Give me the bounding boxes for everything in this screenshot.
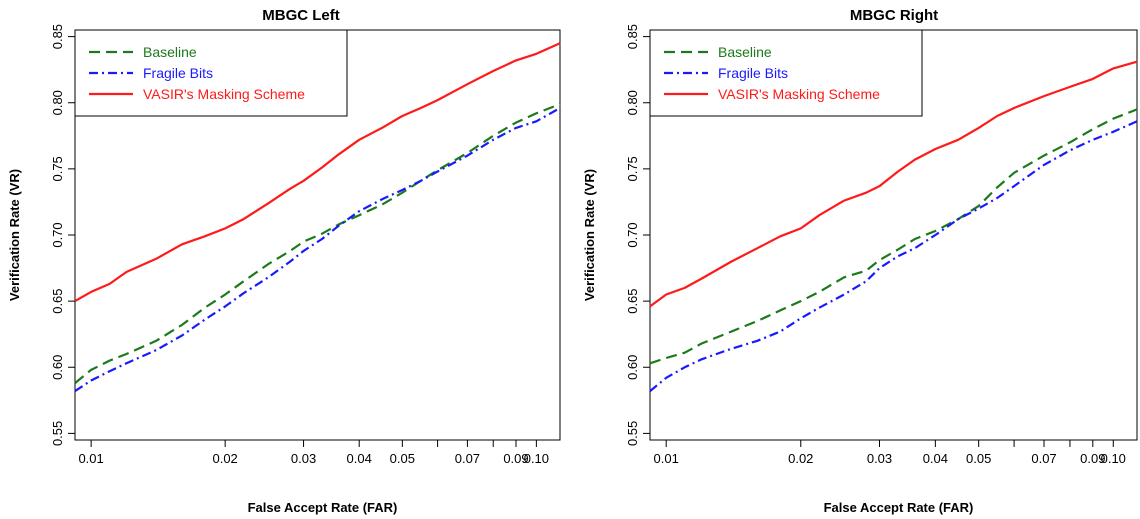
y-tick-label: 0.85 [625,24,640,49]
legend-label-vasir-s-masking-scheme: VASIR's Masking Scheme [718,86,880,102]
x-axis-label: False Accept Rate (FAR) [248,500,398,515]
x-tick-label: 0.09 [1080,451,1105,466]
x-tick-label: 0.07 [1031,451,1056,466]
legend-label-fragile-bits: Fragile Bits [718,65,788,81]
x-tick-label: 0.02 [788,451,813,466]
x-tick-label: 0.04 [347,451,372,466]
x-tick-label: 0.05 [966,451,991,466]
x-tick-label: 0.09 [503,451,528,466]
y-tick-label: 0.85 [50,24,65,49]
y-tick-label: 0.65 [625,288,640,313]
x-tick-label: 0.02 [212,451,237,466]
y-axis-label: Verification Rate (VR) [582,169,597,301]
x-tick-label: 0.03 [291,451,316,466]
x-tick-label: 0.05 [390,451,415,466]
legend: Baseline Fragile Bits VASIR's Masking Sche… [649,29,923,117]
legend: Baseline Fragile Bits VASIR's Masking Sche… [74,29,348,117]
y-tick-label: 0.75 [625,156,640,181]
series-line-fragile-bits [649,120,1138,392]
y-tick-label: 0.55 [50,421,65,446]
x-axis-label: False Accept Rate (FAR) [824,500,974,515]
legend-box [649,29,923,117]
y-tick-label: 0.60 [50,355,65,380]
x-tick-label: 0.10 [1101,451,1126,466]
chart-panel-mbgc-right: MBGC Right 0.55 0.60 0.65 0.70 0.75 0.80 0.85 0.… [582,7,1138,515]
x-tick-label: 0.07 [455,451,480,466]
x-tick-label: 0.04 [923,451,948,466]
y-tick-label: 0.70 [625,222,640,247]
legend-label-fragile-bits: Fragile Bits [143,65,213,81]
x-tick-label: 0.01 [654,451,679,466]
chart-panel-mbgc-left: MBGC Left 0.55 0.60 0.65 0.70 0.75 0.80 0.85 0.0… [7,7,561,515]
chart-title: MBGC Left [262,7,340,24]
y-tick-label: 0.80 [625,90,640,115]
y-tick-label: 0.75 [50,156,65,181]
x-tick-label: 0.03 [867,451,892,466]
series-line-fragile-bits [74,107,561,393]
chart-title: MBGC Right [850,7,938,24]
series-line-vasir-s-masking-scheme [649,60,1138,308]
legend-label-baseline: Baseline [143,44,197,60]
legend-label-baseline: Baseline [718,44,772,60]
x-tick-label: 0.10 [524,451,549,466]
y-tick-label: 0.70 [50,222,65,247]
x-tick-label: 0.01 [78,451,103,466]
legend-label-vasir-s-masking-scheme: VASIR's Masking Scheme [143,86,305,102]
y-tick-label: 0.55 [625,421,640,446]
legend-box [74,29,348,117]
y-tick-label: 0.65 [50,288,65,313]
y-tick-label: 0.80 [50,90,65,115]
y-axis-label: Verification Rate (VR) [7,169,22,301]
y-tick-label: 0.60 [625,355,640,380]
series-line-baseline [74,103,561,384]
series-line-vasir-s-masking-scheme [74,42,561,303]
series-line-baseline [649,108,1138,365]
